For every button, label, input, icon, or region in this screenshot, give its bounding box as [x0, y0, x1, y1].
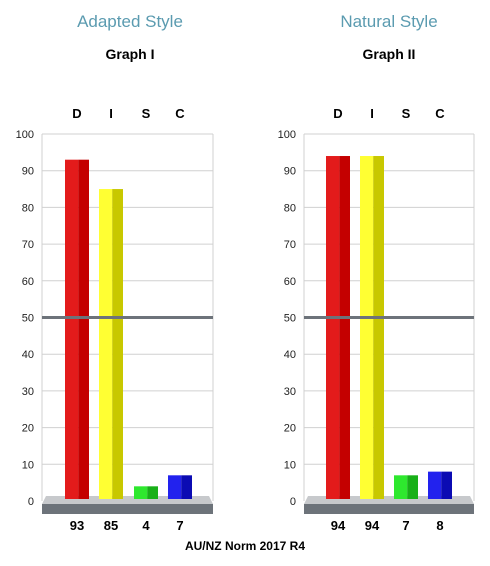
category-label-c: C — [435, 106, 445, 121]
value-label-s: 4 — [142, 518, 150, 533]
bar-c-shade — [441, 471, 452, 499]
y-tick-label: 70 — [22, 239, 34, 251]
y-tick-label: 50 — [22, 313, 34, 325]
value-label-i: 85 — [104, 518, 118, 533]
chart-2: 0 10 20 30 40 50 60 70 80 90 100 D 94 I 94 S 7 C 8 — [278, 106, 475, 533]
bar-s-shade — [147, 486, 158, 499]
value-label-d: 93 — [70, 518, 84, 533]
y-tick-label: 0 — [290, 496, 296, 508]
category-label-s: S — [402, 106, 411, 121]
y-tick-label: 50 — [284, 313, 296, 325]
bar-c — [168, 475, 182, 499]
bar-d — [326, 156, 340, 499]
bar-c — [428, 471, 442, 499]
bar-s-shade — [407, 475, 418, 499]
value-label-s: 7 — [402, 518, 409, 533]
bar-i — [360, 156, 374, 499]
y-tick-label: 100 — [16, 129, 34, 141]
bar-i — [99, 189, 113, 500]
graph-i-title: Graph I — [105, 46, 155, 62]
category-label-i: I — [109, 106, 113, 121]
y-tick-label: 80 — [284, 202, 296, 214]
y-tick-label: 10 — [22, 459, 34, 471]
y-tick-label: 10 — [284, 459, 296, 471]
y-tick-label: 90 — [284, 166, 296, 178]
floor-front — [42, 504, 213, 514]
y-tick-label: 100 — [278, 129, 296, 141]
bar-s — [394, 475, 408, 499]
bar-d-shade — [339, 156, 350, 499]
bar-i-shade — [112, 189, 123, 500]
category-label-d: D — [72, 106, 81, 121]
y-tick-label: 0 — [28, 496, 34, 508]
bar-c-shade — [181, 475, 192, 499]
floor-front — [304, 504, 474, 514]
natural-style-title: Natural Style — [340, 12, 438, 31]
y-tick-label: 30 — [22, 386, 34, 398]
y-tick-label: 40 — [284, 349, 296, 361]
y-tick-label: 60 — [284, 276, 296, 288]
bar-d-shade — [78, 159, 89, 499]
adapted-style-title: Adapted Style — [77, 12, 183, 31]
value-label-i: 94 — [365, 518, 380, 533]
bar-s — [134, 486, 148, 499]
bar-d — [65, 159, 79, 499]
y-tick-label: 80 — [22, 202, 34, 214]
y-tick-label: 70 — [284, 239, 296, 251]
value-label-c: 7 — [176, 518, 183, 533]
chart-1: 0 10 20 30 40 50 60 70 80 90 100 D 93 I 85 S 4 C 7 — [16, 106, 214, 533]
graph-ii-title: Graph II — [362, 46, 416, 62]
category-label-i: I — [370, 106, 374, 121]
y-tick-label: 30 — [284, 386, 296, 398]
value-label-d: 94 — [331, 518, 346, 533]
y-tick-label: 20 — [284, 423, 296, 435]
category-label-c: C — [175, 106, 185, 121]
y-tick-label: 60 — [22, 276, 34, 288]
category-label-s: S — [142, 106, 151, 121]
value-label-c: 8 — [436, 518, 443, 533]
y-tick-label: 90 — [22, 166, 34, 178]
norm-label: AU/NZ Norm 2017 R4 — [184, 539, 306, 553]
y-tick-label: 40 — [22, 349, 34, 361]
y-tick-label: 20 — [22, 423, 34, 435]
bar-i-shade — [373, 156, 384, 499]
category-label-d: D — [333, 106, 342, 121]
